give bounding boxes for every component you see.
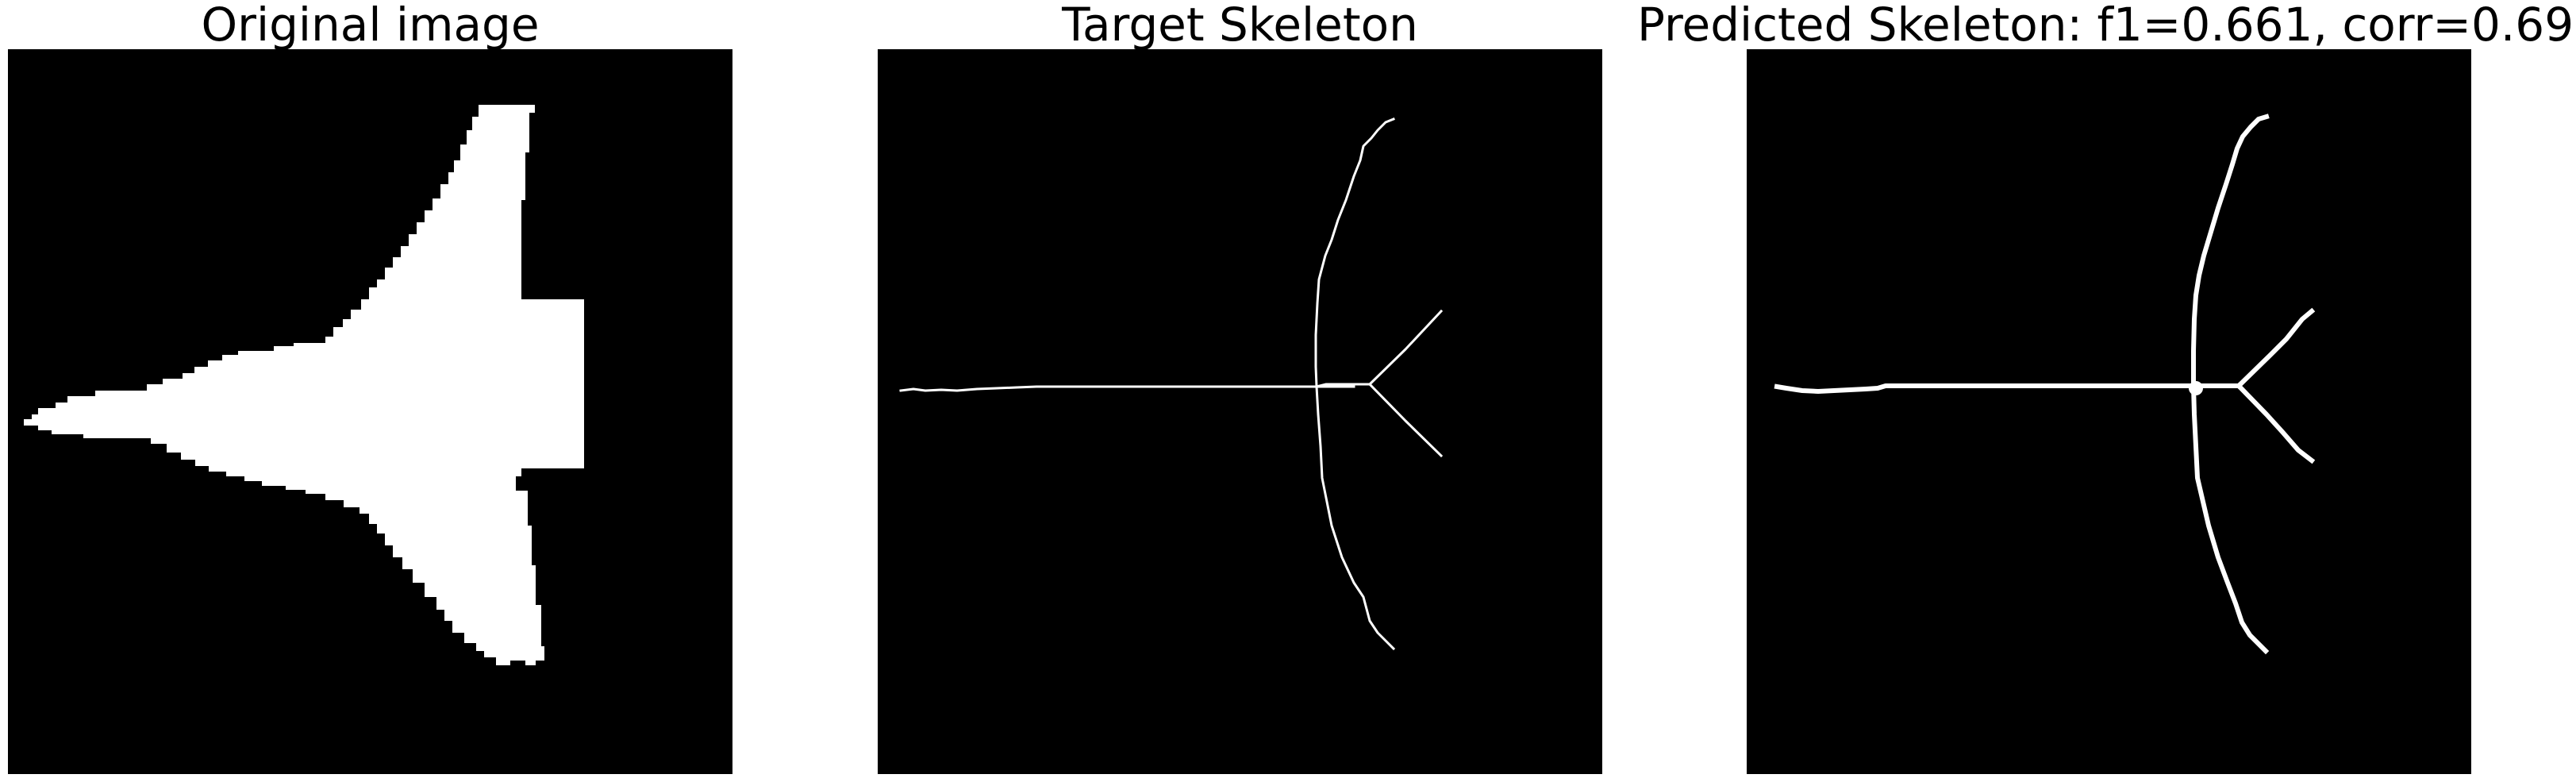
target-wing-top bbox=[1314, 117, 1395, 388]
target-tail-top bbox=[1367, 309, 1444, 387]
airplane-silhouette bbox=[8, 49, 732, 774]
predicted-fuselage-line bbox=[1774, 383, 2241, 394]
predicted-skeleton bbox=[1747, 49, 2471, 774]
predicted-junction-blob bbox=[2189, 381, 2203, 395]
target-skeleton-panel bbox=[878, 49, 1602, 774]
airplane-shape bbox=[24, 105, 584, 665]
predicted-wing-bottom bbox=[2190, 383, 2270, 655]
target-skeleton bbox=[878, 49, 1602, 774]
predicted-skeleton-panel bbox=[1747, 49, 2471, 774]
original-image-panel bbox=[8, 49, 732, 774]
target-tail-bottom bbox=[1367, 382, 1444, 458]
predicted-wing-top bbox=[2191, 114, 2270, 388]
target-wing-bottom bbox=[1315, 385, 1396, 651]
predicted-tail-top bbox=[2235, 307, 2316, 390]
panel-title-original: Original image bbox=[201, 0, 540, 52]
panel-title-target: Target Skeleton bbox=[1062, 0, 1418, 52]
panel-title-predicted: Predicted Skeleton: f1=0.661, corr=0.696 bbox=[1637, 0, 2576, 52]
predicted-tail-bottom bbox=[2235, 382, 2316, 464]
target-fuselage-line bbox=[899, 385, 1355, 392]
target-crossbar bbox=[1273, 383, 1371, 388]
